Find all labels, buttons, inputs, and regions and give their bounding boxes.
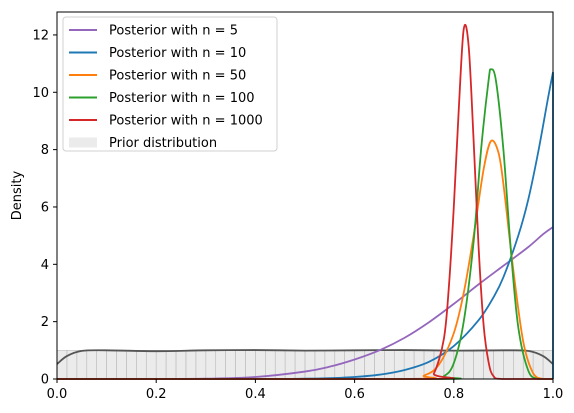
series-line-4 <box>56 23 553 380</box>
prior-bar <box>473 350 484 380</box>
x-tick-label: 0.6 <box>344 387 365 402</box>
y-tick-label: 0 <box>41 373 49 388</box>
prior-bar <box>503 350 514 380</box>
x-tick-label: 1.0 <box>543 387 564 402</box>
prior-bar <box>145 350 157 380</box>
y-axis-label: Density <box>10 170 25 220</box>
prior-bar <box>522 350 534 380</box>
x-tick-label: 0.0 <box>47 387 68 402</box>
y-tick-label: 10 <box>32 86 49 101</box>
y-tick-label: 6 <box>41 200 49 215</box>
prior-bar <box>493 350 504 380</box>
series-line-3 <box>56 68 553 380</box>
prior-bar <box>165 350 177 380</box>
prior-bar <box>344 350 355 380</box>
legend-label: Posterior with n = 5 <box>109 24 238 39</box>
prior-bar <box>175 350 187 380</box>
prior-bar <box>235 350 246 380</box>
prior-bar <box>393 350 405 380</box>
prior-bar <box>185 350 197 380</box>
prior-bar <box>542 350 554 380</box>
legend-label: Posterior with n = 100 <box>109 91 255 106</box>
prior-bar <box>294 350 306 380</box>
prior-bar <box>76 350 88 380</box>
prior-bar <box>96 350 107 380</box>
legend-label: Posterior with n = 10 <box>109 46 246 61</box>
prior-bar <box>126 350 137 380</box>
prior-bar <box>205 350 217 380</box>
prior-bar <box>463 350 474 380</box>
prior-bar <box>255 350 266 380</box>
prior-bar <box>324 350 336 380</box>
legend: Posterior with n = 5 Posterior with n = 1… <box>62 16 278 152</box>
plot-frame <box>56 11 554 380</box>
prior-bar <box>304 350 316 380</box>
prior-bar <box>225 350 236 380</box>
y-tick-label: 8 <box>41 143 49 158</box>
prior-bar <box>195 350 207 380</box>
x-tick-label: 0.4 <box>245 387 266 402</box>
prior-bar <box>215 350 226 380</box>
prior-bar <box>56 350 68 380</box>
series-layer <box>56 23 554 380</box>
y-tick-label: 12 <box>32 28 49 43</box>
y-axis: 0 2 4 6 8 10 12 <box>32 28 57 388</box>
prior-bar <box>116 350 127 380</box>
prior-bar <box>513 350 524 380</box>
legend-label: Prior distribution <box>109 136 217 151</box>
legend-label: Posterior with n = 50 <box>109 69 246 84</box>
prior-bar <box>86 350 97 380</box>
prior-bar <box>314 350 326 380</box>
x-axis: 0.0 0.2 0.4 0.6 0.8 1.0 <box>47 379 564 402</box>
prior-bar <box>245 350 256 380</box>
series-line-2 <box>56 139 553 380</box>
prior-bar <box>136 350 147 380</box>
x-tick-label: 0.2 <box>146 387 167 402</box>
prior-bar <box>384 350 395 380</box>
prior-layer <box>56 349 554 380</box>
x-tick-label: 0.8 <box>443 387 464 402</box>
legend-box <box>62 16 278 152</box>
prior-bar <box>453 350 465 380</box>
legend-swatch <box>69 137 97 148</box>
y-tick-label: 4 <box>41 258 49 273</box>
y-tick-label: 2 <box>41 315 49 330</box>
prior-bar <box>403 350 415 380</box>
prior-bar <box>354 350 365 380</box>
legend-label: Posterior with n = 1000 <box>109 114 263 129</box>
prior-bar <box>106 350 117 380</box>
prior-bar <box>155 350 167 380</box>
